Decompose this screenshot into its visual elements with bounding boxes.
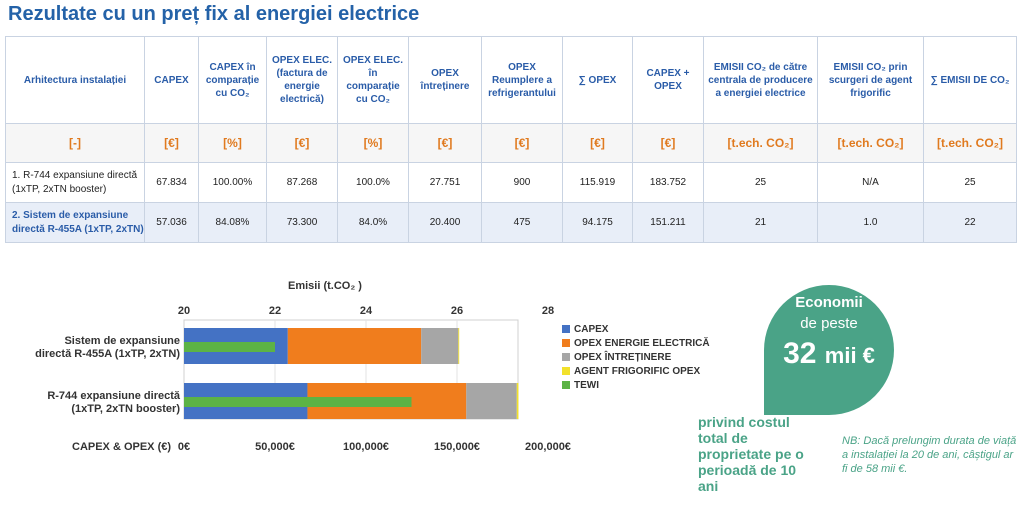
tewi-bar bbox=[184, 342, 275, 352]
savings-amount-unit: mii € bbox=[824, 343, 875, 368]
savings-amount: 32 bbox=[783, 337, 817, 370]
savings-bubble: Economii de peste 32 mii € bbox=[764, 285, 894, 415]
top-axis-tick-label: 26 bbox=[451, 305, 463, 317]
table-cell: 100.00% bbox=[198, 162, 267, 203]
unit-cell: [€] bbox=[481, 123, 563, 163]
table-cell: 27.751 bbox=[408, 162, 482, 203]
top-axis-tick-label: 20 bbox=[178, 305, 190, 317]
x-axis-tick-label: 200,000€ bbox=[525, 441, 571, 453]
unit-cell: [€] bbox=[632, 123, 704, 163]
table-cell: 475 bbox=[481, 202, 563, 243]
table-cell: 115.919 bbox=[562, 162, 633, 203]
category-label: directă R-455A (1xTP, 2xTN) bbox=[35, 348, 180, 360]
unit-cell: [%] bbox=[198, 123, 267, 163]
bar-segment bbox=[466, 383, 517, 419]
x-axis-tick-label: 50,000€ bbox=[255, 441, 295, 453]
table-cell: 25 bbox=[703, 162, 818, 203]
unit-cell: [-] bbox=[5, 123, 145, 163]
bar-segment bbox=[458, 328, 460, 364]
table-cell: 67.834 bbox=[144, 162, 199, 203]
x-axis-tick-label: 100,000€ bbox=[343, 441, 389, 453]
category-label: Sistem de expansiune bbox=[64, 335, 180, 347]
top-axis-tick-label: 22 bbox=[269, 305, 281, 317]
chart-top-axis-label: Emisii (t.CO₂ ) bbox=[288, 280, 362, 292]
bar-segment bbox=[287, 328, 422, 364]
col-header: CAPEX în comparație cu CO₂ bbox=[198, 36, 267, 124]
legend-swatch bbox=[562, 367, 570, 375]
table-cell: 183.752 bbox=[632, 162, 704, 203]
table-cell: 1.0 bbox=[817, 202, 924, 243]
unit-cell: [t.ech. CO₂] bbox=[817, 123, 924, 163]
col-header: ∑ EMISII DE CO₂ bbox=[923, 36, 1017, 124]
unit-cell: [t.ech. CO₂] bbox=[923, 123, 1017, 163]
legend-swatch bbox=[562, 325, 570, 333]
legend-label: AGENT FRIGORIFIC OPEX bbox=[574, 366, 700, 377]
table-cell: 100.0% bbox=[337, 162, 409, 203]
table-header-row: Arhitectura instalației CAPEX CAPEX în c… bbox=[5, 36, 1017, 124]
unit-cell: [t.ech. CO₂] bbox=[703, 123, 818, 163]
table-row: 2. Sistem de expansiune directă R-455A (… bbox=[5, 202, 1017, 243]
legend-label: TEWI bbox=[574, 380, 599, 391]
table-cell: 94.175 bbox=[562, 202, 633, 243]
table-cell: 151.211 bbox=[632, 202, 704, 243]
unit-cell: [€] bbox=[266, 123, 338, 163]
x-axis-tick-label: 0€ bbox=[178, 441, 190, 453]
legend-label: OPEX ÎNTREȚINERE bbox=[574, 350, 672, 363]
cost-note: privind costul total de proprietate pe o… bbox=[698, 414, 804, 494]
top-axis-tick-label: 28 bbox=[542, 305, 554, 317]
table-cell: 25 bbox=[923, 162, 1017, 203]
table-cell: 57.036 bbox=[144, 202, 199, 243]
savings-line2: de peste bbox=[800, 315, 858, 332]
bar-segment bbox=[516, 383, 519, 419]
col-header: OPEX ELEC. (factura de energie electrică… bbox=[266, 36, 338, 124]
unit-cell: [€] bbox=[562, 123, 633, 163]
cost-emissions-chart: 20 22 24 26 28 0€ 50,000€ 100,000€ 150,000€ 200,0… bbox=[35, 305, 710, 453]
table-cell: 84.08% bbox=[198, 202, 267, 243]
unit-cell: [€] bbox=[144, 123, 199, 163]
tewi-bar bbox=[184, 397, 412, 407]
savings-line1: Economii bbox=[795, 294, 863, 311]
col-header: OPEX întreținere bbox=[408, 36, 482, 124]
col-header: OPEX ELEC. în comparație cu CO₂ bbox=[337, 36, 409, 124]
legend-swatch bbox=[562, 339, 570, 347]
legend-label: OPEX ENERGIE ELECTRICĂ bbox=[574, 336, 710, 349]
category-label: (1xTP, 2xTN booster) bbox=[71, 403, 180, 415]
col-header: EMISII CO₂ de către centrala de producer… bbox=[703, 36, 818, 124]
category-label: R-744 expansiune directă bbox=[47, 390, 181, 402]
legend-swatch bbox=[562, 353, 570, 361]
table-row: 1. R-744 expansiune directă (1xTP, 2xTN … bbox=[5, 162, 1017, 203]
table-cell: 73.300 bbox=[266, 202, 338, 243]
legend-swatch bbox=[562, 381, 570, 389]
page-title: Rezultate cu un preț fix al energiei ele… bbox=[8, 3, 420, 25]
table-cell: 900 bbox=[481, 162, 563, 203]
unit-cell: [€] bbox=[408, 123, 482, 163]
table-cell: 87.268 bbox=[266, 162, 338, 203]
units-row: [-] [€] [%] [€] [%] [€] [€] [€] [€] [t.e… bbox=[5, 123, 1017, 163]
table-cell: 84.0% bbox=[337, 202, 409, 243]
nb-note: NB: Dacă prelungim durata de viață a ins… bbox=[842, 435, 1017, 475]
col-header: ∑ OPEX bbox=[562, 36, 633, 124]
table-cell: 20.400 bbox=[408, 202, 482, 243]
legend-label: CAPEX bbox=[574, 324, 609, 335]
table-cell: 21 bbox=[703, 202, 818, 243]
table-cell: 2. Sistem de expansiune directă R-455A (… bbox=[5, 202, 145, 243]
table-cell: 1. R-744 expansiune directă (1xTP, 2xTN … bbox=[5, 162, 145, 203]
unit-cell: [%] bbox=[337, 123, 409, 163]
col-header: Arhitectura instalației bbox=[5, 36, 145, 124]
savings-amount-wrap: 32 mii € bbox=[764, 337, 894, 371]
col-header: OPEX Reumplere a refrigerantului bbox=[481, 36, 563, 124]
top-axis-tick-label: 24 bbox=[360, 305, 373, 317]
table-cell: N/A bbox=[817, 162, 924, 203]
bar-segment bbox=[421, 328, 459, 364]
table-cell: 22 bbox=[923, 202, 1017, 243]
comparison-table: Arhitectura instalației CAPEX CAPEX în c… bbox=[5, 36, 1017, 243]
col-header: CAPEX bbox=[144, 36, 199, 124]
col-header: CAPEX + OPEX bbox=[632, 36, 704, 124]
col-header: EMISII CO₂ prin scurgeri de agent frigor… bbox=[817, 36, 924, 124]
x-axis-tick-label: 150,000€ bbox=[434, 441, 480, 453]
x-axis-label: CAPEX & OPEX (€) bbox=[72, 441, 171, 453]
